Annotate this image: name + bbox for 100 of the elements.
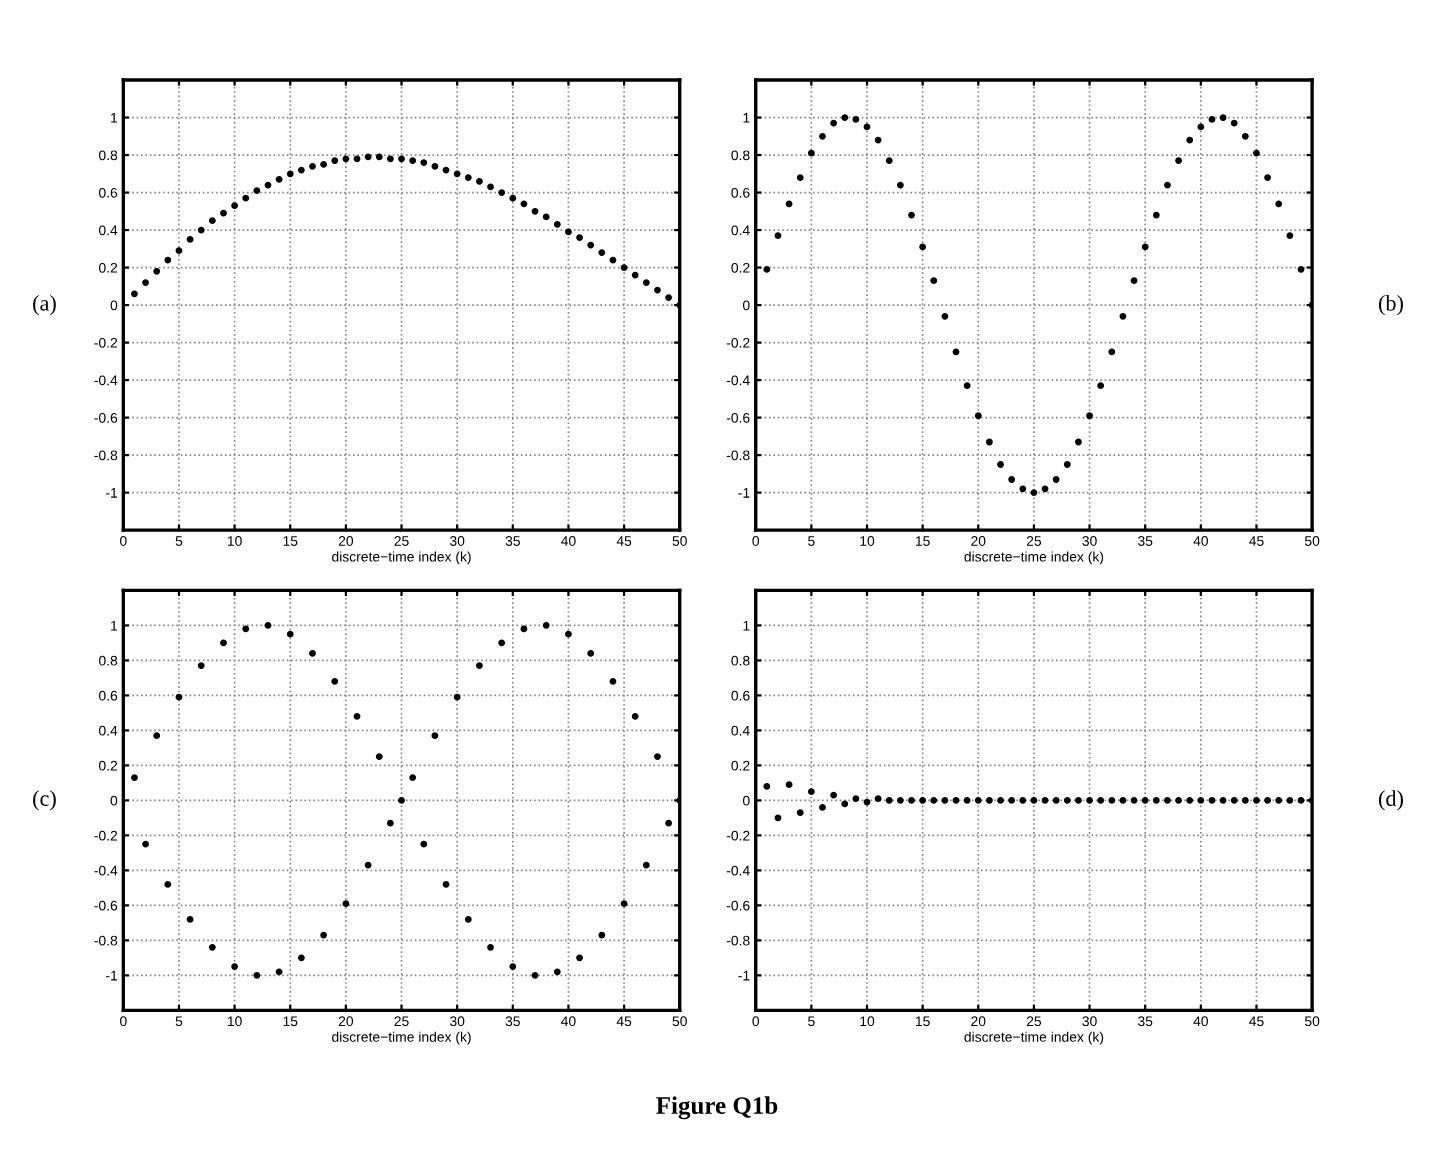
point [242, 625, 250, 633]
point [1063, 461, 1071, 468]
point [286, 170, 294, 178]
point [1275, 797, 1283, 804]
point [1030, 489, 1038, 497]
point [896, 797, 904, 804]
point [320, 931, 328, 939]
point [153, 267, 161, 275]
point [598, 249, 606, 256]
point [1108, 797, 1116, 804]
point [442, 880, 450, 888]
point [763, 266, 771, 273]
point [620, 264, 628, 271]
text: (c) [33, 790, 56, 811]
point [509, 194, 517, 202]
point [142, 840, 149, 848]
point [1119, 312, 1127, 320]
point [908, 797, 915, 804]
point [587, 650, 595, 657]
point [885, 797, 893, 804]
point [620, 900, 628, 908]
point [1208, 797, 1216, 804]
point [1119, 797, 1127, 804]
point [131, 290, 138, 298]
point [1297, 266, 1305, 273]
point [1097, 382, 1105, 390]
point [208, 943, 216, 951]
point [431, 162, 439, 170]
point [353, 155, 361, 163]
point [1253, 797, 1260, 804]
point [997, 461, 1004, 468]
text: (b) [1379, 295, 1403, 316]
point [1297, 797, 1305, 804]
point [1152, 797, 1160, 804]
point [1075, 438, 1082, 446]
point [320, 161, 328, 168]
point [375, 153, 383, 161]
point [807, 149, 815, 157]
point [275, 968, 283, 976]
point [498, 189, 506, 196]
point [1086, 412, 1093, 420]
point [631, 271, 639, 279]
point [576, 234, 583, 241]
point [1097, 797, 1105, 804]
point [242, 194, 250, 202]
point [498, 639, 506, 647]
point [1241, 797, 1249, 804]
point [420, 159, 428, 166]
point [930, 277, 938, 285]
point [1008, 797, 1016, 804]
point [464, 174, 472, 181]
point [763, 783, 771, 790]
point [896, 181, 904, 189]
point [1230, 797, 1238, 804]
point [1052, 797, 1060, 804]
point [952, 797, 960, 804]
point [642, 861, 650, 869]
point [1019, 797, 1027, 804]
point [1130, 277, 1138, 285]
point [553, 221, 561, 228]
caption: Figure Q1b [656, 1096, 778, 1120]
point [1253, 149, 1260, 157]
point [1041, 797, 1049, 804]
point [1264, 174, 1271, 181]
point [1264, 797, 1271, 804]
point [131, 774, 138, 782]
point [1175, 157, 1182, 165]
point [1186, 797, 1194, 804]
point [487, 183, 494, 191]
point [386, 819, 394, 827]
point [1152, 211, 1160, 219]
point [364, 861, 372, 869]
point [1108, 348, 1116, 356]
point [398, 155, 405, 163]
point [974, 797, 982, 804]
point [1086, 797, 1093, 804]
text: (a) [33, 295, 56, 316]
point [1197, 797, 1205, 804]
point [631, 713, 639, 720]
point [164, 880, 172, 888]
point [331, 678, 339, 685]
point [963, 797, 971, 804]
point [231, 963, 238, 971]
point [919, 797, 927, 804]
point [908, 211, 915, 219]
point [531, 971, 539, 979]
point [919, 243, 927, 251]
point [253, 971, 261, 979]
point [208, 217, 216, 225]
point [1141, 797, 1149, 804]
point [963, 382, 971, 390]
point [974, 412, 982, 420]
point [598, 931, 606, 939]
point [409, 774, 417, 782]
point [342, 900, 350, 908]
point [774, 232, 782, 240]
point [542, 622, 550, 629]
point [309, 650, 316, 657]
point [1019, 485, 1027, 493]
point [1164, 181, 1171, 189]
